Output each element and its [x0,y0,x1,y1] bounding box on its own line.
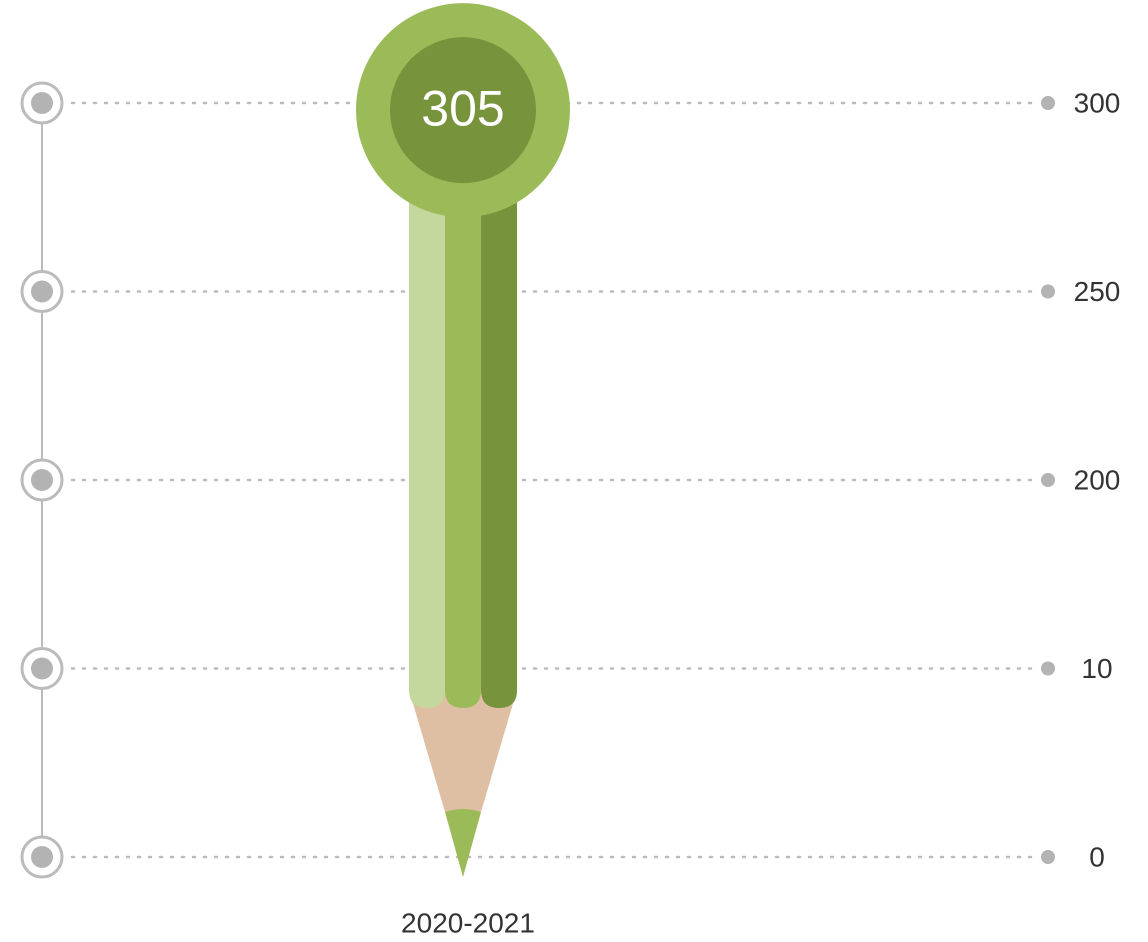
pencil: 305 [356,3,570,877]
tick-dot [1041,285,1055,299]
y-tick-label: 10 [1081,653,1112,684]
chart: 0 10 200 250 300 305 2020-2021 [0,0,1148,942]
tick-dot [1041,850,1055,864]
timeline-dot [31,846,53,868]
tick-dot [1041,473,1055,487]
timeline-dot [31,281,53,303]
y-tick-label: 250 [1074,276,1121,307]
pencil-lead [445,809,481,877]
y-tick-label: 0 [1089,841,1105,872]
pencil-wood [409,690,517,812]
tick-dot [1041,96,1055,110]
timeline-dot [31,469,53,491]
timeline-dot [31,658,53,680]
value-label: 305 [421,80,504,136]
timeline-dot [31,92,53,114]
y-tick-label: 300 [1074,87,1121,118]
y-tick-label: 200 [1074,464,1121,495]
tick-dot [1041,662,1055,676]
x-tick-label: 2020-2021 [401,907,535,938]
